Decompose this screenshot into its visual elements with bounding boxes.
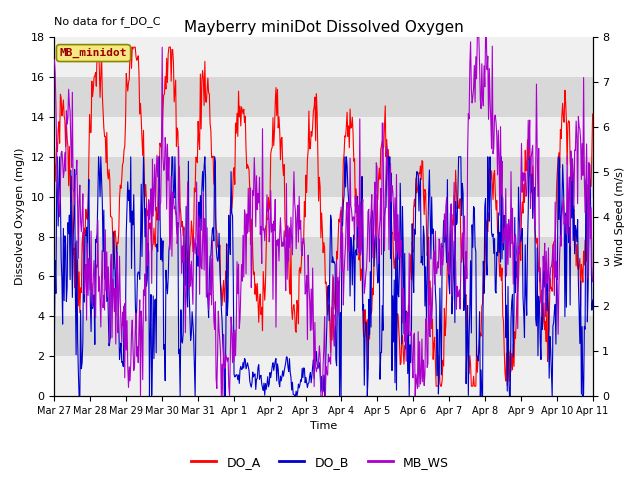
Bar [54,37,593,77]
Bar [54,77,593,117]
Text: No data for f_DO_C: No data for f_DO_C [54,16,161,26]
Bar [54,356,593,396]
Bar [54,197,593,237]
Bar [54,117,593,157]
Text: MB_minidot: MB_minidot [60,48,127,58]
Bar [54,276,593,316]
Bar [54,316,593,356]
Bar [54,237,593,276]
Title: Mayberry miniDot Dissolved Oxygen: Mayberry miniDot Dissolved Oxygen [184,20,463,35]
Bar [54,157,593,197]
Y-axis label: Wind Speed (m/s): Wind Speed (m/s) [615,167,625,266]
X-axis label: Time: Time [310,421,337,432]
Legend: DO_A, DO_B, MB_WS: DO_A, DO_B, MB_WS [186,451,454,474]
Y-axis label: Dissolved Oxygen (mg/l): Dissolved Oxygen (mg/l) [15,148,25,285]
